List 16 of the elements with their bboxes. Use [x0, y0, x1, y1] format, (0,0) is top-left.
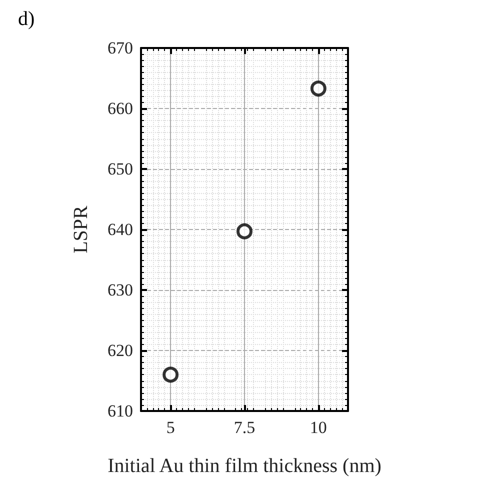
y-tick-label: 610 [108, 402, 133, 420]
x-axis-title: Initial Au thin film thickness (nm) [108, 455, 382, 477]
y-tick-label: 630 [108, 280, 133, 300]
y-tick-label: 660 [108, 99, 133, 118]
point [310, 80, 326, 97]
y-tick-label: 670 [108, 38, 133, 58]
y-tick-label: 640 [108, 220, 133, 239]
point [236, 223, 252, 240]
y-tick-label: 650 [108, 160, 133, 178]
x-tick-label: 7.5 [234, 418, 256, 437]
x-tick-label: 10 [310, 418, 327, 437]
y-axis-title: LSPR [70, 204, 92, 254]
x-tick-label: 5 [166, 418, 175, 437]
y-tick-label: 620 [108, 341, 133, 360]
text: d) [18, 8, 35, 31]
point [162, 366, 179, 383]
